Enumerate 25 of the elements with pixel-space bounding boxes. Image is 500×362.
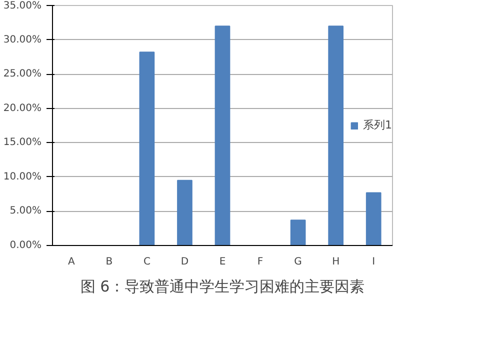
x-tick-label: F [257,256,264,268]
bar [328,26,344,246]
caption: 图 6：导致普通中学生学习困难的主要因素 [80,278,365,296]
y-tick-label: 20.00% [3,102,42,114]
bar [214,26,230,246]
x-tick-label: E [219,256,226,268]
x-tick-label: A [68,256,75,268]
bar [290,220,306,246]
x-tick-label: H [332,256,340,268]
y-tick-label: 10.00% [3,171,42,182]
y-tick-label: 30.00% [3,34,42,46]
bar [366,192,382,246]
legend-label: 系列1 [363,118,392,132]
bar [139,52,155,246]
x-tick-label: D [180,256,189,268]
x-tick-label: G [294,256,302,268]
y-tick-label: 15.00% [3,137,42,148]
y-tick-label: 5.00% [10,206,42,217]
x-tick-label: I [372,256,376,268]
y-tick-label: 0.00% [10,240,42,251]
y-tick-label: 35.00% [3,0,42,12]
bar [177,180,192,246]
x-tick-label: C [143,256,150,268]
y-tick-label: 25.00% [3,68,42,80]
x-tick-label: B [106,256,113,268]
